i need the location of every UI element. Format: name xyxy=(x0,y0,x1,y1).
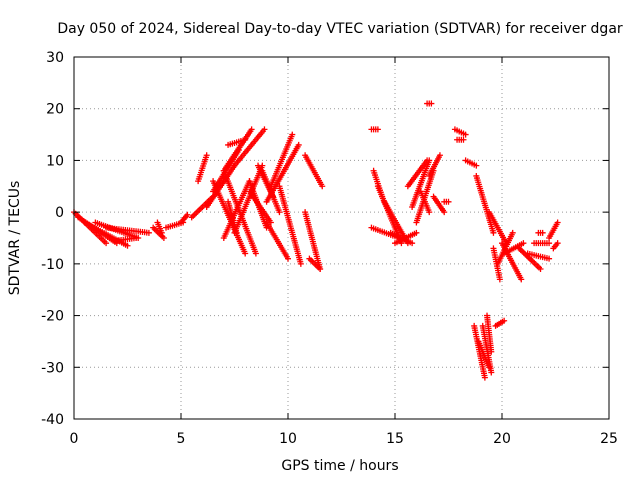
data-point xyxy=(289,131,296,138)
data-point xyxy=(184,211,191,218)
data-point xyxy=(554,240,561,247)
data-point xyxy=(473,162,480,169)
x-tick-label: 5 xyxy=(177,431,186,447)
data-point xyxy=(488,348,495,355)
data-point xyxy=(460,136,467,143)
axis-ticks: 0 5 10 15 20 25 -40 -30 -20 -10 0 10 20 30 xyxy=(41,50,618,447)
data-point xyxy=(242,250,249,257)
x-axis-label: GPS time / hours xyxy=(281,458,398,474)
data-point xyxy=(252,250,259,257)
data-point xyxy=(520,240,527,247)
x-tick-label: 0 xyxy=(70,431,79,447)
y-tick-label: 10 xyxy=(46,153,64,169)
data-point xyxy=(145,229,152,236)
y-tick-label: -40 xyxy=(41,412,64,428)
y-tick-label: 30 xyxy=(46,50,64,66)
data-point xyxy=(441,209,448,216)
data-point xyxy=(276,209,283,216)
y-tick-label: -10 xyxy=(41,257,64,273)
data-point xyxy=(462,131,469,138)
data-point xyxy=(160,235,167,241)
data-point xyxy=(317,266,324,273)
data-point xyxy=(413,229,420,236)
data-point xyxy=(428,100,435,107)
data-point xyxy=(374,126,381,133)
data-point xyxy=(133,235,140,241)
y-tick-label: -20 xyxy=(41,309,64,325)
data-point xyxy=(436,152,443,159)
data-point xyxy=(554,219,561,226)
data-point xyxy=(490,229,497,236)
data-point xyxy=(426,157,433,164)
x-tick-label: 25 xyxy=(600,431,618,447)
data-point xyxy=(319,183,326,190)
x-tick-label: 15 xyxy=(386,431,404,447)
data-point xyxy=(426,209,433,216)
data-point xyxy=(445,198,452,205)
y-axis-label: SDTVAR / TECUs xyxy=(7,181,23,296)
data-point xyxy=(295,141,302,148)
data-point xyxy=(409,240,416,247)
data-point xyxy=(285,255,291,262)
data-point xyxy=(537,266,544,273)
data-point xyxy=(261,126,268,133)
data-point xyxy=(488,369,495,376)
data-point xyxy=(518,276,525,283)
data-point xyxy=(248,126,255,133)
data-point xyxy=(246,178,253,185)
data-point xyxy=(539,229,546,236)
data-point xyxy=(103,240,110,247)
plot-frame xyxy=(73,56,610,420)
y-tick-label: 0 xyxy=(55,205,64,221)
x-tick-label: 20 xyxy=(493,431,511,447)
data-point xyxy=(259,162,266,169)
y-tick-label: 20 xyxy=(46,102,64,118)
data-point xyxy=(297,260,304,267)
data-point xyxy=(496,276,503,283)
data-point xyxy=(158,229,165,236)
data-point xyxy=(203,152,210,159)
data-points xyxy=(71,100,561,381)
data-point xyxy=(124,242,131,249)
data-point xyxy=(509,229,516,236)
chart-title: Day 050 of 2024, Sidereal Day-to-day VTE… xyxy=(57,21,623,37)
data-point xyxy=(501,317,508,324)
x-tick-label: 10 xyxy=(279,431,297,447)
y-tick-label: -30 xyxy=(41,360,64,376)
data-point xyxy=(546,255,553,262)
data-point xyxy=(242,136,249,143)
data-point xyxy=(546,240,553,247)
data-point xyxy=(481,374,488,381)
